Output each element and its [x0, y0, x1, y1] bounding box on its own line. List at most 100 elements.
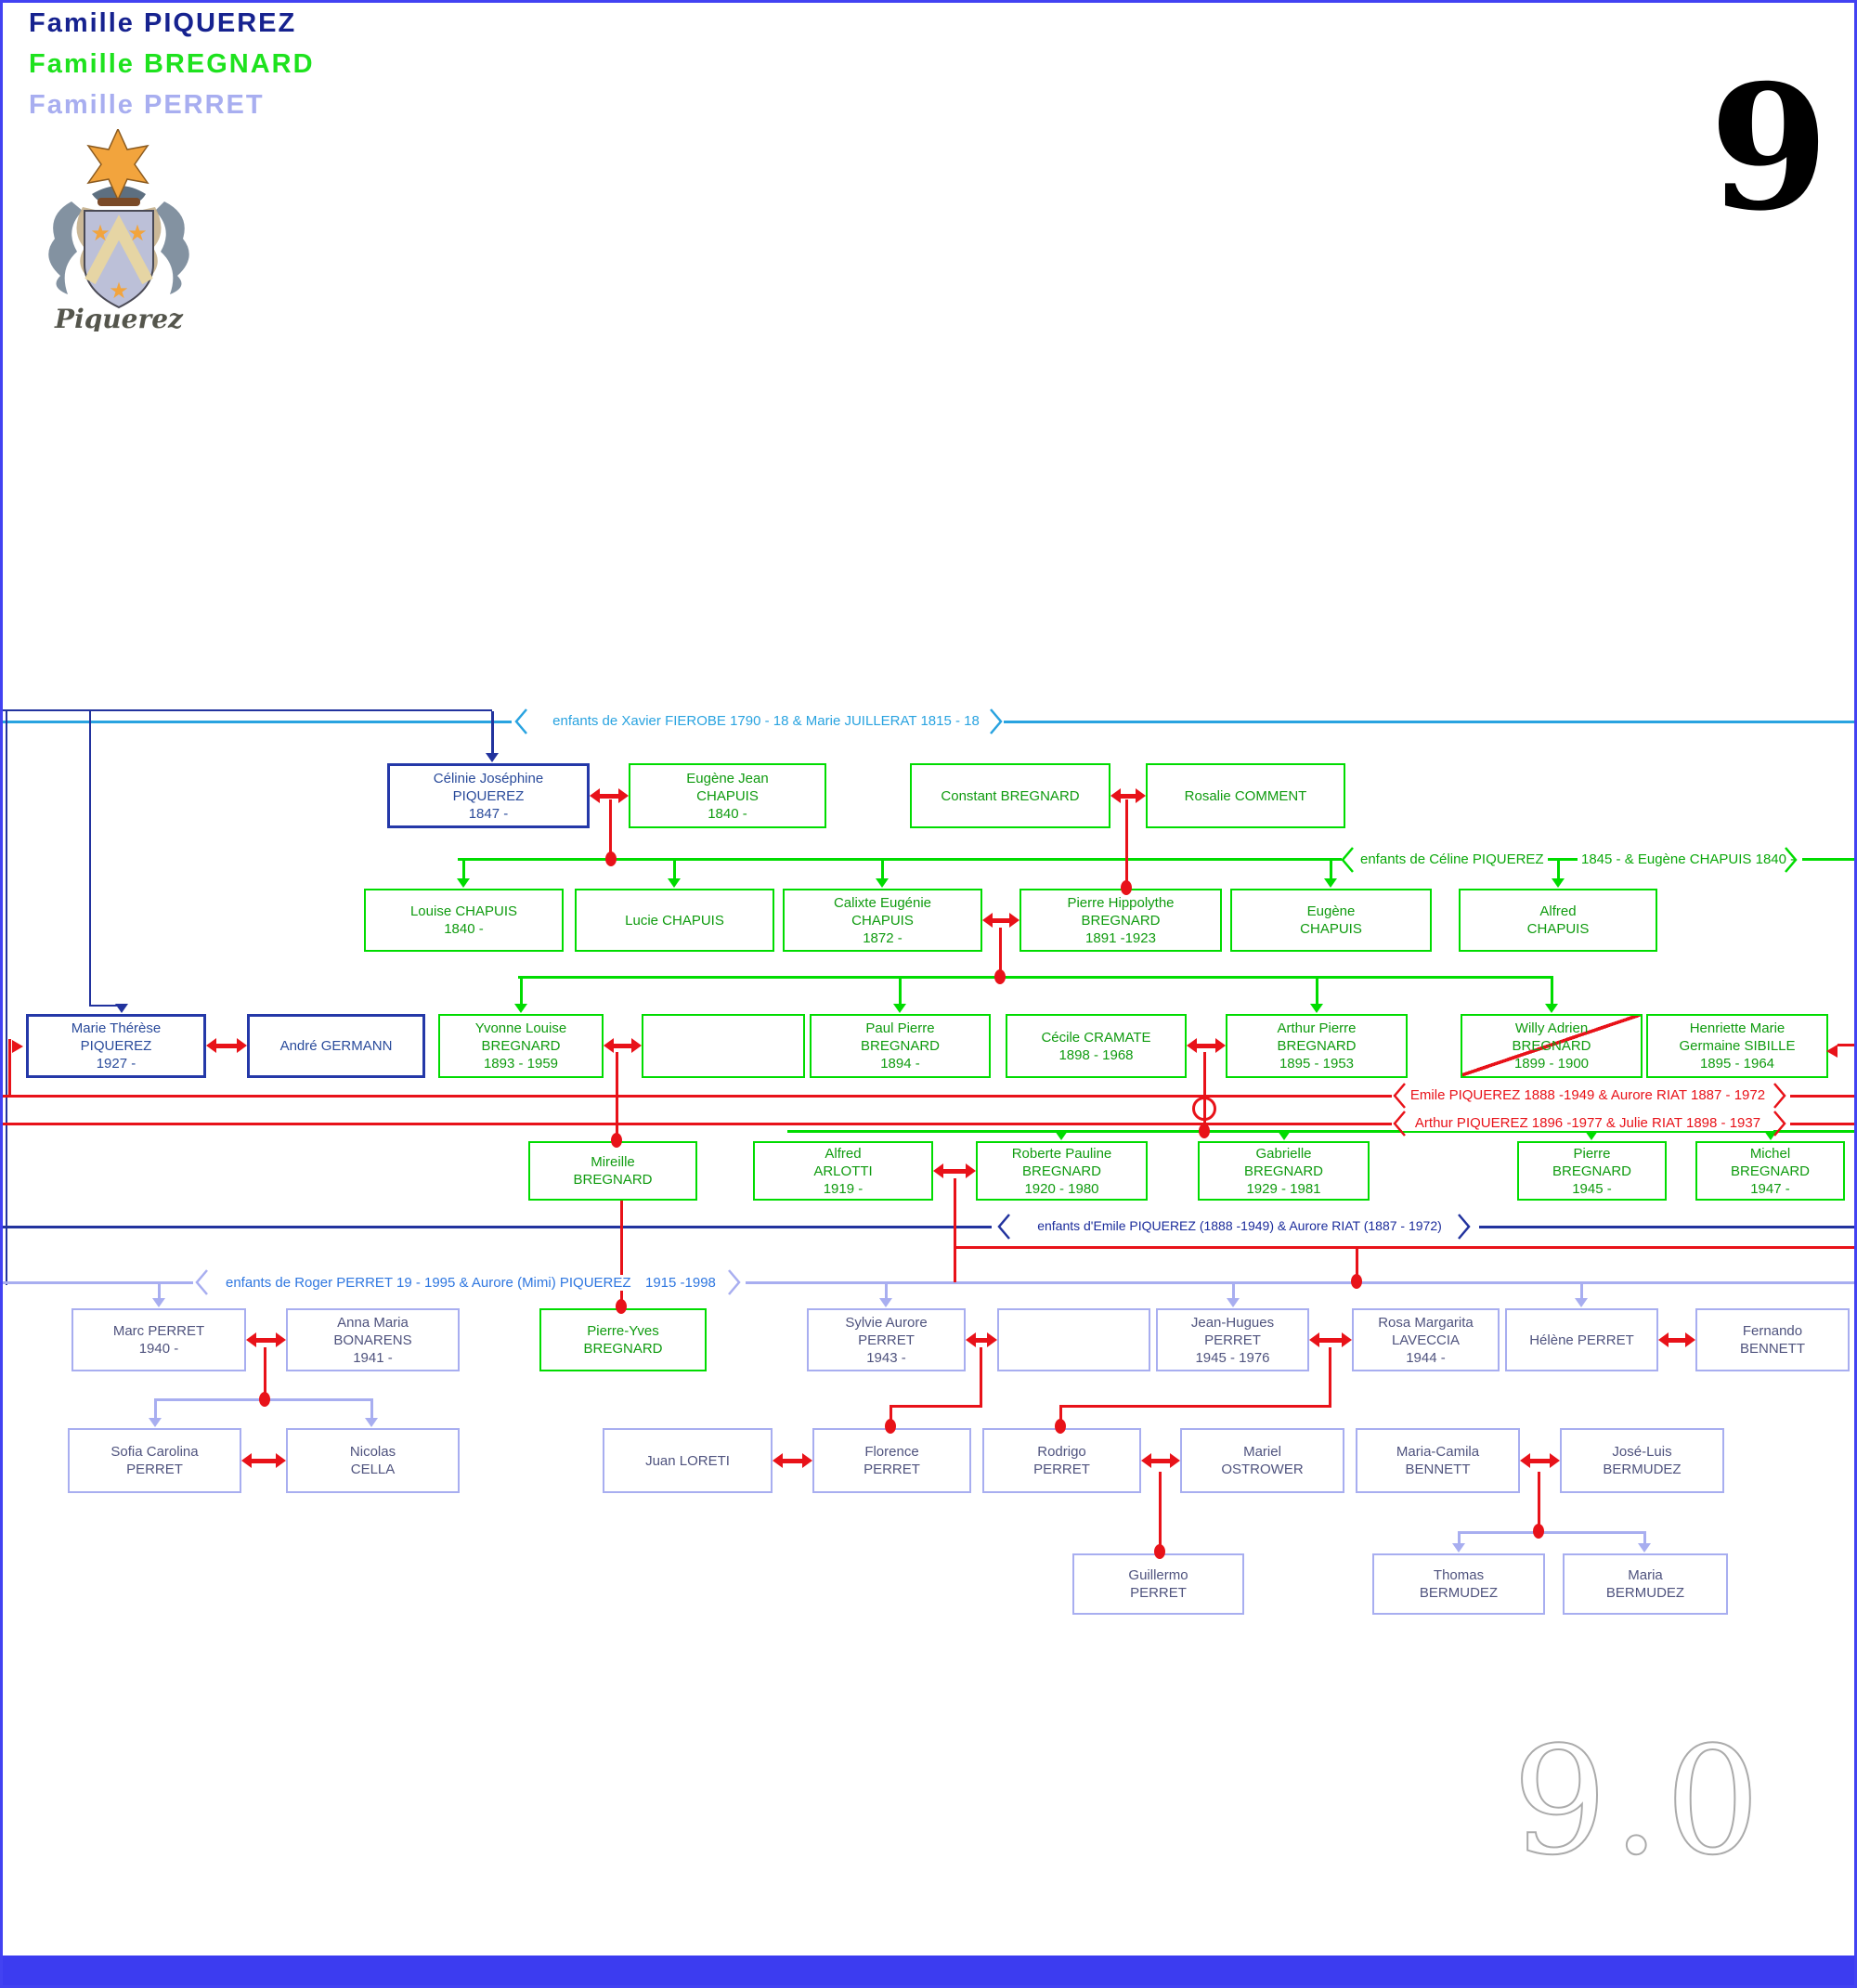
connector-line: [746, 1281, 1854, 1284]
footer-version-number: 9.0: [1512, 1722, 1765, 1885]
person-box-empty1: [642, 1014, 805, 1078]
person-text-line: BREGNARD: [573, 1172, 653, 1188]
spouse-arrow-part: [933, 1163, 943, 1178]
descent-stub: [1643, 1534, 1646, 1543]
person-text-line: BREGNARD: [1277, 1038, 1357, 1054]
spouse-arrow-part: [966, 1332, 976, 1347]
descent-stub: [1551, 979, 1553, 1004]
down-arrow-icon: [149, 1418, 162, 1427]
down-arrow-icon: [1575, 1298, 1588, 1307]
person-text-line: Pierre-Yves: [587, 1323, 659, 1339]
spouse-arrow-part: [1318, 1337, 1344, 1343]
descent-stub: [370, 1401, 373, 1418]
person-box-guillermo: Guillermo PERRET: [1072, 1553, 1244, 1615]
person-box-calixte: Calixte Eugénie CHAPUIS 1872 -: [783, 889, 982, 952]
person-text-line: CHAPUIS: [1300, 921, 1362, 937]
connector-line: [954, 1178, 956, 1282]
person-text-line: Gabrielle: [1255, 1145, 1312, 1162]
spouse-arrow-part: [974, 1337, 989, 1343]
spouse-arrow-part: [604, 1038, 614, 1053]
down-arrow-icon: [457, 878, 470, 888]
person-box-helene: Hélène PERRET: [1505, 1308, 1658, 1371]
svg-text:9.0: 9.0: [1513, 1722, 1765, 1885]
svg-text:★: ★: [127, 221, 148, 246]
person-text-line: 1895 - 1953: [1279, 1056, 1355, 1072]
person-box-eugene_c: Eugène CHAPUIS: [1230, 889, 1432, 952]
descent-stub: [462, 861, 465, 878]
connector-line: [1537, 858, 1589, 861]
person-text-line: CHAPUIS: [851, 912, 914, 929]
band-chevron-icon: [1458, 1214, 1471, 1240]
person-text-line: CELLA: [350, 1462, 396, 1477]
person-text-line: Thomas: [1433, 1567, 1485, 1583]
spouse-arrow-part: [1685, 1332, 1695, 1347]
person-box-sylvie: Sylvie Aurore PERRET 1943 -: [807, 1308, 966, 1371]
person-box-henriette: Henriette Marie Germaine SIBILLE 1895 - 19…: [1646, 1014, 1828, 1078]
person-text-line: BERMUDEZ: [1419, 1585, 1499, 1601]
person-text-line: BONARENS: [333, 1332, 412, 1348]
title-famille-bregnard: Famille BREGNARD: [29, 49, 315, 79]
band-chevron-icon: [195, 1269, 208, 1295]
down-arrow-icon: [1764, 1131, 1777, 1140]
spouse-arrow-part: [1110, 788, 1121, 803]
descent-stub: [899, 979, 902, 1004]
spouse-arrow-part: [1119, 793, 1137, 799]
crest-caption: Piquerez: [54, 304, 184, 331]
person-text-line: PERRET: [126, 1462, 183, 1477]
person-text-line: 1947 -: [1750, 1180, 1790, 1197]
spouse-arrow-icon: [982, 912, 1019, 929]
connector-line: [954, 1246, 1854, 1249]
connector-line: [620, 1201, 623, 1308]
spouse-arrow-part: [1215, 1038, 1226, 1053]
person-text-line: PERRET: [858, 1332, 915, 1348]
connector-line: [1159, 1472, 1162, 1553]
person-text-line: Hélène PERRET: [1529, 1332, 1634, 1348]
junction-dot: [259, 1392, 270, 1407]
descent-stub: [1557, 861, 1560, 878]
person-box-florence: Florence PERRET: [812, 1428, 971, 1493]
connector-line: [3, 1226, 992, 1228]
spouse-arrow-part: [276, 1332, 286, 1347]
connector-line: [8, 1039, 11, 1097]
person-text-line: Fernando: [1742, 1323, 1803, 1339]
person-text-line: Nicolas: [349, 1444, 396, 1460]
person-box-willy: Willy Adrien BREGNARD 1899 - 1900: [1461, 1014, 1643, 1078]
spouse-arrow-part: [1658, 1332, 1669, 1347]
person-box-arthur_p: Arthur Pierre BREGNARD 1895 - 1953: [1226, 1014, 1408, 1078]
spouse-arrow-part: [773, 1453, 783, 1468]
side-arrow-icon: [12, 1040, 23, 1053]
person-box-jose: José-Luis BERMUDEZ: [1560, 1428, 1724, 1493]
connector-line: [3, 1095, 1392, 1098]
spouse-arrow-part: [991, 917, 1011, 923]
down-arrow-icon: [879, 1298, 892, 1307]
down-arrow-icon: [1324, 878, 1337, 888]
band-chevron-icon: [997, 1214, 1010, 1240]
person-text-line: Alfred: [1539, 903, 1577, 919]
person-box-alfred_a: Alfred ARLOTTI 1919 -: [753, 1141, 933, 1201]
down-arrow-icon: [1638, 1543, 1651, 1553]
family-crest-image: ★ ★ ★ Piquerez: [48, 129, 189, 331]
down-arrow-icon: [152, 1298, 165, 1307]
spouse-arrow-icon: [933, 1163, 976, 1179]
person-text-line: Maria-Camila: [1396, 1444, 1480, 1460]
spouse-arrow-part: [1520, 1453, 1530, 1468]
person-box-rodrigo: Rodrigo PERRET: [982, 1428, 1141, 1493]
person-text-line: Paul Pierre: [865, 1020, 935, 1036]
down-arrow-icon: [1552, 878, 1565, 888]
person-text-line: Calixte Eugénie: [833, 894, 932, 911]
person-text-line: 1840 -: [708, 805, 747, 822]
person-box-empty2: [997, 1308, 1150, 1371]
person-text-line: Constant BREGNARD: [941, 787, 1080, 804]
connector-line: [6, 709, 7, 1285]
person-text-line: 1898 - 1968: [1058, 1046, 1134, 1063]
spouse-arrow-part: [1195, 1043, 1217, 1048]
band-chevron-icon: [1393, 1111, 1406, 1137]
person-box-marc: Marc PERRET 1940 -: [71, 1308, 246, 1371]
junction-dot: [611, 1133, 622, 1148]
spouse-arrow-icon: [966, 1332, 997, 1348]
person-text-line: BREGNARD: [481, 1038, 561, 1054]
person-box-constant: Constant BREGNARD: [910, 763, 1110, 828]
person-text-line: BREGNARD: [860, 1038, 940, 1054]
person-box-alfred_c: Alfred CHAPUIS: [1459, 889, 1657, 952]
person-box-fernando: Fernando BENNETT: [1695, 1308, 1850, 1371]
